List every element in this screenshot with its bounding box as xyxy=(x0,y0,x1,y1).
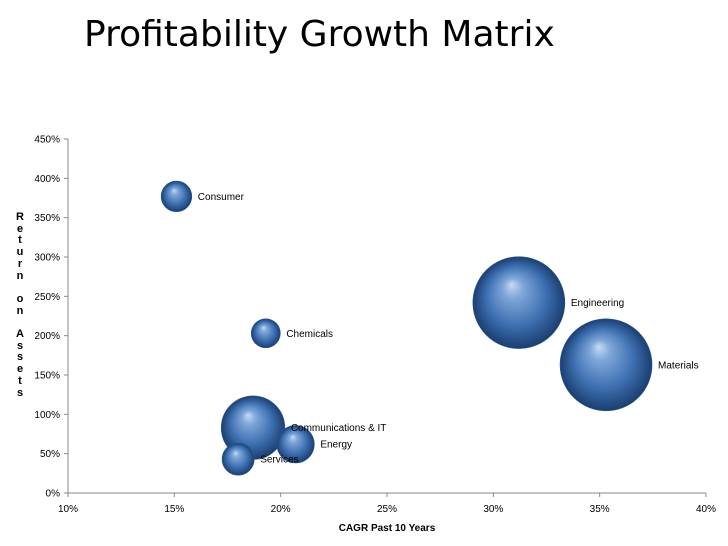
x-tick-label: 30% xyxy=(483,504,503,515)
x-tick-label: 40% xyxy=(696,504,716,515)
y-tick-label: 250% xyxy=(34,292,60,303)
x-tick-label: 35% xyxy=(590,504,610,515)
y-tick-label: 100% xyxy=(34,410,60,421)
bubble-label: Engineering xyxy=(571,298,624,309)
x-tick-label: 25% xyxy=(377,504,397,515)
bubble-materials xyxy=(559,318,653,412)
y-tick-label: 450% xyxy=(34,135,60,146)
y-tick-label: 300% xyxy=(34,253,60,264)
bubble-label: Chemicals xyxy=(286,329,333,340)
bubble-label: Communications & IT xyxy=(291,423,387,434)
y-tick-label: 200% xyxy=(34,331,60,342)
bubble-label: Consumer xyxy=(198,192,245,203)
x-tick-label: 15% xyxy=(164,504,184,515)
y-tick-label: 0% xyxy=(46,489,61,500)
y-tick-label: 400% xyxy=(34,174,60,185)
bubble-energy xyxy=(276,425,315,464)
y-tick-label: 50% xyxy=(40,449,60,460)
x-tick-label: 10% xyxy=(58,504,78,515)
y-tick-label: 350% xyxy=(34,213,60,224)
bubble-engineering xyxy=(472,256,566,349)
bubble-label: Materials xyxy=(658,360,699,371)
bubble-label: Services xyxy=(260,455,298,466)
y-axis-title: R e t u r n o n A s s e t s xyxy=(16,211,24,399)
bubble-services xyxy=(221,442,255,476)
x-tick-label: 20% xyxy=(271,504,291,515)
x-axis-title: CAGR Past 10 Years xyxy=(339,523,436,534)
slide-title: Profitability Growth Matrix xyxy=(84,14,555,55)
bubble-chemicals xyxy=(250,318,281,349)
y-tick-label: 150% xyxy=(34,371,60,382)
bubble-consumer xyxy=(160,180,193,213)
bubble-label: Energy xyxy=(320,440,352,451)
